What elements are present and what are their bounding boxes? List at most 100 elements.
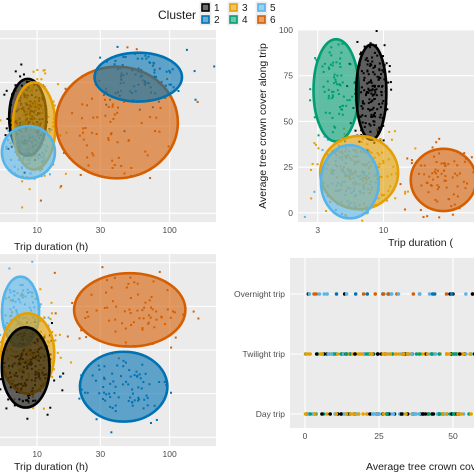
data-point: [386, 199, 389, 202]
data-point: [313, 190, 316, 193]
data-point: [194, 98, 197, 101]
data-point: [197, 317, 200, 320]
legend-item-2: 2: [199, 13, 220, 26]
data-point: [116, 45, 119, 48]
strip-point: [344, 412, 349, 416]
data-point: [213, 65, 216, 68]
data-point: [404, 192, 407, 195]
strip-point: [335, 352, 340, 356]
data-point: [5, 407, 8, 410]
strip-point: [399, 412, 404, 416]
strip-point: [430, 412, 434, 416]
strip-point: [423, 412, 428, 416]
data-point: [451, 213, 454, 216]
data-point: [8, 267, 11, 270]
data-point: [6, 117, 9, 120]
data-point: [7, 129, 10, 132]
data-point: [309, 99, 312, 102]
data-point: [49, 318, 52, 321]
data-point: [79, 173, 82, 176]
data-point: [303, 215, 306, 218]
strip-point: [339, 412, 343, 416]
data-point: [64, 87, 67, 90]
strip-point: [470, 292, 474, 296]
strip-point: [307, 292, 312, 296]
data-point: [46, 413, 49, 416]
data-point: [375, 30, 378, 33]
data-point: [365, 212, 368, 215]
strip-point: [368, 352, 373, 356]
data-point: [59, 375, 62, 378]
data-point: [0, 333, 2, 336]
data-point: [170, 346, 173, 349]
cluster-5-ellipse: [319, 143, 381, 220]
category-label: Twilight trip: [242, 349, 285, 359]
strip-point: [359, 352, 364, 356]
data-point: [389, 81, 392, 84]
data-point: [317, 147, 320, 150]
strip-point: [469, 412, 473, 416]
cluster-6-ellipse: [72, 271, 187, 348]
data-point: [379, 138, 382, 141]
strip-point: [329, 352, 334, 356]
data-point: [390, 138, 393, 141]
strip-point: [396, 352, 401, 356]
data-point: [78, 337, 81, 340]
data-point: [193, 70, 196, 73]
strip-point: [427, 412, 431, 416]
data-point: [359, 51, 362, 54]
data-point: [39, 288, 42, 291]
strip-point: [325, 292, 329, 296]
data-point: [70, 361, 73, 364]
strip-point: [461, 352, 466, 356]
data-point: [66, 335, 69, 338]
strip-point: [322, 292, 327, 296]
data-point: [388, 64, 391, 67]
data-point: [382, 55, 385, 58]
data-point: [43, 174, 46, 177]
cluster-1-ellipse: [354, 43, 388, 142]
legend-label: 6: [270, 15, 276, 26]
strip-point: [320, 412, 324, 416]
data-point: [50, 322, 53, 325]
legend: Cluster 12 34 56: [158, 1, 276, 26]
legend-key-swatch: [257, 3, 266, 12]
x-tick-label: 10: [379, 225, 389, 235]
data-point: [323, 135, 326, 138]
strip-point: [356, 412, 361, 416]
data-point: [387, 81, 390, 84]
legend-key-swatch: [257, 15, 266, 24]
strip-point: [317, 292, 322, 296]
strip-point: [373, 292, 378, 296]
strip-point: [365, 412, 369, 416]
category-label: Day trip: [256, 409, 286, 419]
data-point: [426, 215, 429, 218]
data-point: [22, 73, 25, 76]
strip-point: [373, 412, 378, 416]
data-point: [62, 151, 65, 154]
data-point: [50, 301, 53, 304]
cluster-2-ellipse: [93, 51, 184, 103]
legend-key-swatch: [201, 3, 210, 12]
legend-items: 12 34 56: [199, 1, 276, 26]
data-point: [101, 266, 104, 269]
data-point: [169, 391, 172, 394]
legend-key-swatch: [229, 3, 238, 12]
data-point: [32, 407, 35, 410]
legend-item-4: 4: [227, 13, 248, 26]
strip-point: [411, 292, 416, 296]
data-point: [5, 127, 8, 130]
data-point: [59, 186, 62, 189]
data-point: [43, 316, 46, 319]
data-point: [363, 45, 366, 48]
strip-point: [430, 292, 435, 296]
data-point: [20, 63, 23, 66]
strip-point: [344, 292, 349, 296]
cluster-6-ellipse: [409, 147, 474, 213]
data-point: [39, 199, 42, 202]
data-point: [310, 197, 313, 200]
data-point: [52, 100, 55, 103]
data-point: [388, 130, 391, 133]
data-point: [0, 119, 2, 122]
strip-point: [414, 352, 419, 356]
